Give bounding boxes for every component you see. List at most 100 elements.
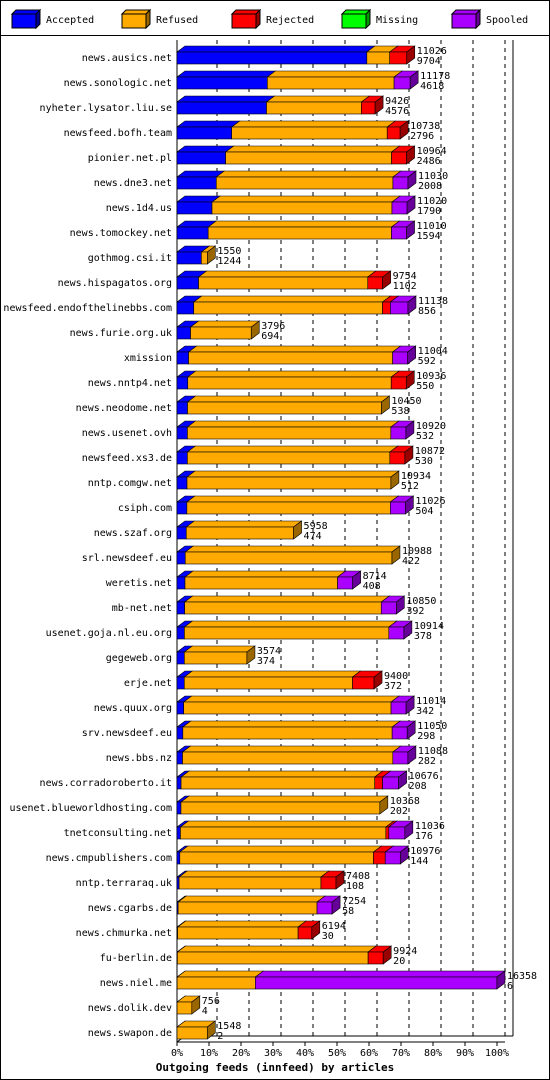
legend-label: Missing — [376, 15, 418, 26]
bar-side — [404, 820, 414, 840]
bar — [176, 151, 226, 165]
bar — [389, 51, 408, 65]
bar — [184, 651, 248, 665]
y-tick-label: news.cgarbs.de — [88, 903, 172, 914]
bar — [390, 426, 407, 440]
offered-label: 10850 — [406, 596, 436, 607]
bar — [180, 776, 376, 790]
bar-top — [189, 320, 261, 328]
x-tick-label: 70% — [392, 1048, 410, 1059]
y-tick-label: mb-net.net — [112, 603, 172, 614]
accepted-label: 1790 — [417, 206, 441, 217]
offered-label: 1548 — [217, 1021, 241, 1032]
bar — [176, 626, 185, 640]
bar-side — [407, 295, 417, 315]
bar — [176, 876, 180, 890]
legend-swatch-side — [255, 8, 261, 30]
y-tick-label: news.corradoroberto.it — [40, 778, 172, 789]
y-tick-label: erje.net — [124, 678, 172, 689]
bar-top — [184, 545, 401, 553]
bar — [176, 226, 209, 240]
bar — [390, 301, 409, 315]
y-tick-label: news.szaf.org — [94, 528, 172, 539]
bar-top — [211, 195, 401, 203]
bar-top — [186, 370, 401, 378]
bar-side — [382, 270, 391, 290]
offered-label: 10450 — [391, 396, 421, 407]
bar — [182, 726, 393, 740]
x-tick-label: 80% — [424, 1048, 442, 1059]
y-tick-label: news.usenet.ovh — [82, 428, 172, 439]
bar — [176, 301, 195, 315]
y-tick-label: news.nntp4.net — [88, 378, 172, 389]
x-tick-label: 30% — [264, 1048, 282, 1059]
bar-top — [180, 770, 384, 778]
bar — [391, 726, 408, 740]
bar — [190, 326, 252, 340]
bar — [337, 576, 353, 590]
bar — [215, 176, 394, 190]
legend-swatch-top — [340, 9, 372, 15]
y-tick-label: news.sonologic.net — [64, 78, 172, 89]
offered-label: 11036 — [415, 821, 445, 832]
bar-top — [176, 120, 241, 128]
bar-side — [403, 620, 413, 640]
bar — [176, 326, 191, 340]
bar — [177, 926, 299, 940]
accepted-label: 856 — [418, 306, 436, 317]
offered-label: 756 — [202, 996, 220, 1007]
bar — [374, 776, 383, 790]
bar-side — [373, 670, 383, 690]
y-tick-label: usenet.goja.nl.eu.org — [46, 628, 172, 639]
y-tick-label: news.neodome.net — [76, 403, 172, 414]
offered-label: 3574 — [257, 646, 281, 657]
bar — [176, 76, 268, 90]
bar — [367, 951, 384, 965]
bar — [176, 1001, 193, 1015]
bar-top — [176, 145, 235, 153]
y-tick-label: fu-berlin.de — [100, 953, 172, 964]
y-tick-label: news.1d4.us — [106, 203, 172, 214]
bar — [352, 676, 375, 690]
bar — [183, 701, 392, 715]
accepted-label: 512 — [401, 481, 419, 492]
bar — [179, 851, 374, 865]
bar-side — [407, 745, 417, 765]
accepted-label: 1102 — [393, 281, 417, 292]
y-tick-label: srl.newsdeef.eu — [82, 553, 172, 564]
offered-label: 10976 — [410, 846, 440, 857]
y-tick-label: news.bbs.nz — [106, 753, 172, 764]
legend-swatch — [11, 13, 37, 29]
bar — [361, 101, 376, 115]
bar — [367, 276, 383, 290]
x-tick-label: 100% — [485, 1048, 509, 1059]
bar — [320, 876, 337, 890]
bar — [392, 351, 408, 365]
bar-side — [207, 245, 216, 265]
accepted-label: 58 — [342, 906, 354, 917]
bar — [390, 501, 406, 515]
bar — [186, 476, 392, 490]
bar — [176, 501, 188, 515]
y-tick-label: news.hispagatos.org — [58, 278, 172, 289]
bar — [380, 601, 397, 615]
x-tick-label: 60% — [360, 1048, 378, 1059]
bar-top — [187, 345, 402, 353]
bar-top — [224, 145, 401, 153]
x-tick-label: 20% — [232, 1048, 250, 1059]
accepted-label: 2 — [217, 1031, 223, 1042]
accepted-label: 1244 — [217, 256, 241, 267]
accepted-label: 9704 — [417, 56, 441, 67]
legend-swatch-side — [365, 8, 371, 30]
bar — [176, 651, 185, 665]
bar — [393, 76, 411, 90]
accepted-label: 504 — [415, 506, 433, 517]
bar — [177, 951, 369, 965]
bar-side — [382, 945, 392, 965]
bar — [382, 776, 399, 790]
accepted-label: 6 — [507, 981, 513, 992]
y-tick-label: news.chmurka.net — [76, 928, 172, 939]
accepted-label: 2486 — [417, 156, 441, 167]
bar-top — [186, 445, 399, 453]
y-tick-label: weretis.net — [106, 578, 172, 589]
